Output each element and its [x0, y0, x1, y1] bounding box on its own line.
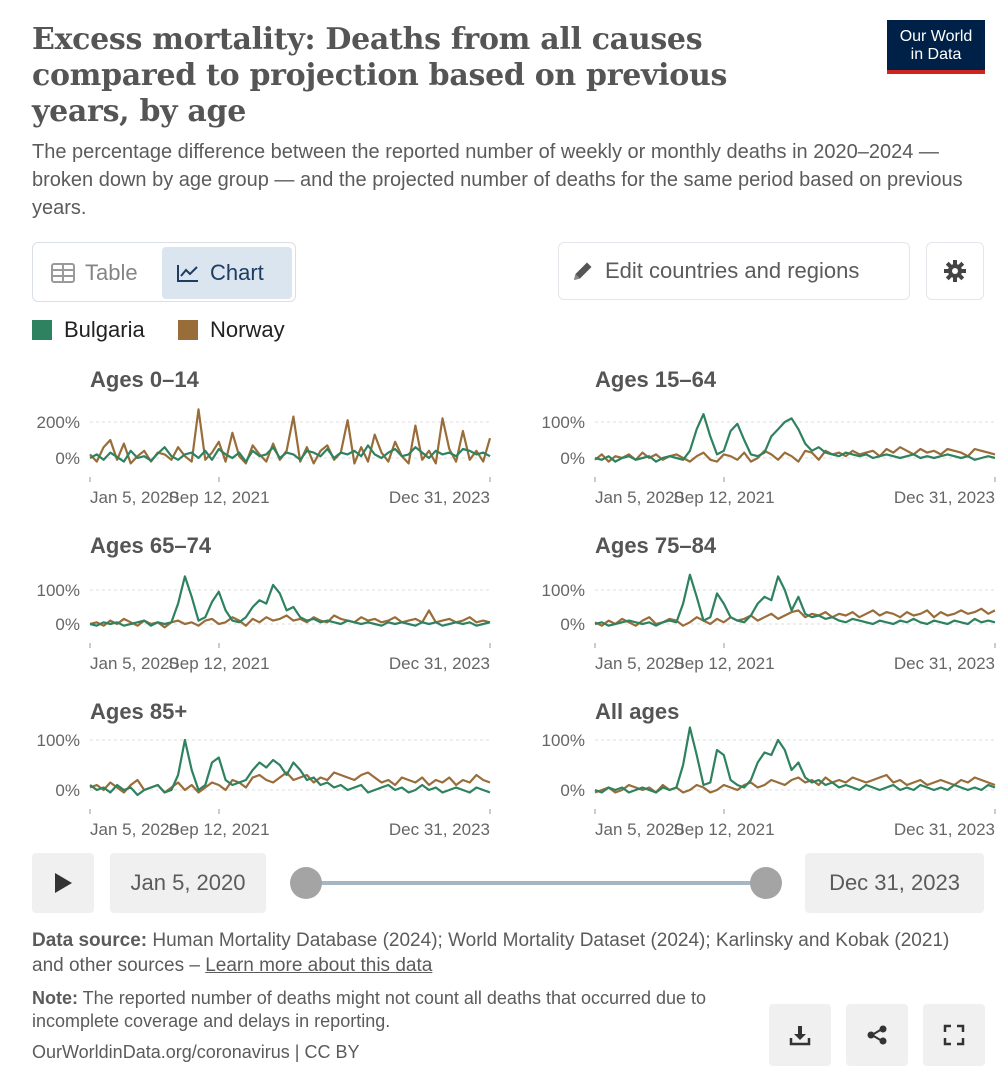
y-tick-label: 0% [560, 781, 585, 800]
legend-label-bulgaria: Bulgaria [64, 317, 145, 342]
timeline-end-handle[interactable] [750, 867, 782, 899]
note-text: The reported number of deaths might not … [32, 988, 707, 1031]
x-tick-label: Sep 12, 2021 [673, 488, 774, 507]
x-tick-label: Dec 31, 2023 [389, 654, 490, 673]
series-line-bulgaria [594, 726, 996, 794]
series-line-bulgaria [89, 444, 491, 463]
x-tick-label: Dec 31, 2023 [894, 654, 995, 673]
y-tick-label: 0% [55, 449, 80, 468]
panel-title: Ages 0–14 [90, 367, 200, 392]
edit-countries-label: Edit countries and regions [605, 258, 860, 283]
series-line-bulgaria [594, 573, 996, 627]
y-tick-label: 100% [542, 731, 585, 750]
play-button[interactable] [32, 853, 94, 913]
chart-subtitle: The percentage difference between the re… [32, 141, 963, 219]
tab-chart[interactable]: Chart [162, 247, 292, 299]
x-tick-label: Dec 31, 2023 [389, 488, 490, 507]
timeline-start-handle[interactable] [290, 867, 322, 899]
license-text: OurWorldinData.org/coronavirus | CC BY [32, 1042, 360, 1062]
data-source: Data source: Human Mortality Database (2… [32, 928, 972, 978]
chart-title: Excess mortality: Deaths from all causes… [32, 22, 728, 129]
edit-countries-button[interactable]: Edit countries and regions [558, 242, 910, 300]
x-tick-label: Jan 5, 2020 [595, 820, 684, 839]
x-tick-label: Jan 5, 2020 [90, 820, 179, 839]
settings-button[interactable] [926, 242, 984, 300]
x-tick-label: Sep 12, 2021 [168, 488, 269, 507]
table-icon [51, 263, 75, 283]
y-tick-label: 200% [37, 413, 80, 432]
series-line-bulgaria [594, 412, 996, 463]
fullscreen-button[interactable] [923, 1004, 985, 1066]
view-tabs: Table Chart [32, 242, 296, 302]
x-tick-label: Dec 31, 2023 [894, 820, 995, 839]
owid-logo[interactable]: Our World in Data [887, 20, 985, 74]
x-tick-label: Sep 12, 2021 [673, 654, 774, 673]
series-line-norway [594, 773, 996, 794]
panel-title: All ages [595, 699, 679, 724]
pencil-icon [574, 262, 592, 280]
tab-table[interactable]: Table [37, 247, 161, 299]
share-button[interactable] [846, 1004, 908, 1066]
y-tick-label: 100% [542, 581, 585, 600]
chart-note: Note: The reported number of deaths migh… [32, 987, 732, 1033]
legend-label-norway: Norway [210, 317, 285, 342]
panel-title: Ages 15–64 [595, 367, 717, 392]
line-chart-icon [177, 265, 198, 282]
x-tick-label: Sep 12, 2021 [168, 820, 269, 839]
timeline-track[interactable] [306, 881, 766, 885]
learn-more-link[interactable]: Learn more about this data [205, 955, 433, 976]
gear-icon [944, 260, 966, 282]
x-tick-label: Dec 31, 2023 [894, 488, 995, 507]
x-tick-label: Jan 5, 2020 [90, 654, 179, 673]
x-tick-label: Sep 12, 2021 [168, 654, 269, 673]
legend-item-bulgaria[interactable]: Bulgaria [32, 316, 145, 344]
panel-title: Ages 75–84 [595, 533, 717, 558]
legend-item-norway[interactable]: Norway [178, 316, 285, 344]
tab-table-label: Table [85, 260, 138, 285]
tab-chart-label: Chart [210, 260, 264, 285]
legend-swatch-bulgaria [32, 320, 52, 340]
y-tick-label: 100% [37, 581, 80, 600]
download-button[interactable] [769, 1004, 831, 1066]
panel-title: Ages 85+ [90, 699, 187, 724]
x-tick-label: Sep 12, 2021 [673, 820, 774, 839]
y-tick-label: 0% [560, 449, 585, 468]
timeline-end-date[interactable]: Dec 31, 2023 [805, 853, 984, 913]
panel-title: Ages 65–74 [90, 533, 212, 558]
timeline-start-date[interactable]: Jan 5, 2020 [110, 853, 266, 913]
series-line-norway [594, 607, 996, 627]
download-icon [789, 1026, 811, 1046]
series-line-bulgaria [89, 738, 491, 797]
x-tick-label: Jan 5, 2020 [595, 654, 684, 673]
x-tick-label: Jan 5, 2020 [90, 488, 179, 507]
data-source-text: Human Mortality Database (2024); World M… [32, 930, 950, 976]
y-tick-label: 100% [542, 413, 585, 432]
x-tick-label: Jan 5, 2020 [595, 488, 684, 507]
x-tick-label: Dec 31, 2023 [389, 820, 490, 839]
y-tick-label: 0% [560, 615, 585, 634]
fullscreen-icon [943, 1024, 965, 1046]
note-label: Note: [32, 988, 78, 1008]
data-source-label: Data source: [32, 930, 148, 951]
logo-line-2: in Data [910, 46, 962, 63]
share-icon [867, 1025, 887, 1045]
y-tick-label: 100% [37, 731, 80, 750]
y-tick-label: 0% [55, 781, 80, 800]
logo-line-1: Our World [899, 28, 973, 45]
series-line-bulgaria [89, 575, 491, 627]
y-tick-label: 0% [55, 615, 80, 634]
series-line-norway [89, 408, 492, 465]
play-icon [55, 873, 72, 893]
legend-swatch-norway [178, 320, 198, 340]
timeline: Jan 5, 2020 Dec 31, 2023 [32, 853, 984, 913]
